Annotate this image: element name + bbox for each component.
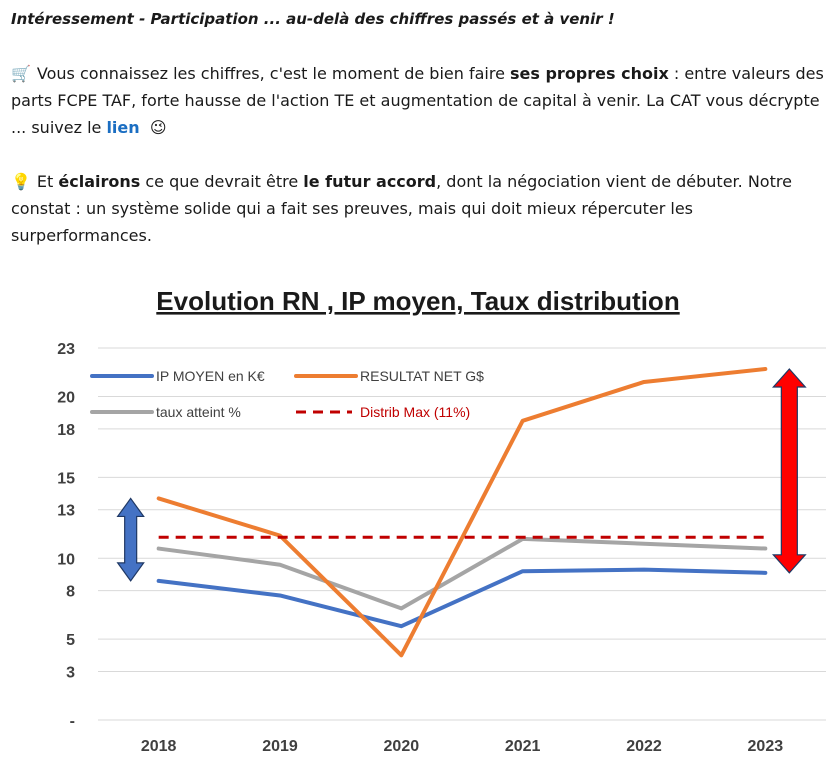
smiling-face-icon: 😉 (149, 118, 167, 137)
x-tick-label: 2023 (748, 738, 784, 755)
x-tick-label: 2022 (626, 738, 662, 755)
link[interactable]: lien (106, 118, 140, 137)
bold-text: ses propres choix (510, 64, 669, 83)
y-tick-label: 10 (57, 551, 75, 568)
paragraph-text: , dont la négociation vient de débuter. … (11, 172, 792, 245)
x-tick-label: 2018 (141, 738, 177, 755)
legend-label: Distrib Max (11%) (360, 404, 470, 420)
paragraph-text: Et (36, 172, 59, 191)
paragraph-agreement: 💡 Et éclairons ce que devrait être le fut… (11, 168, 826, 249)
legend-label: RESULTAT NET G$ (360, 368, 484, 384)
bold-text: éclairons (58, 172, 141, 191)
series-line (156, 536, 768, 611)
post-text: Intéressement - Participation ... au-del… (11, 6, 826, 276)
x-tick-label: 2019 (262, 738, 298, 755)
x-tick-label: 2021 (505, 738, 541, 755)
y-tick-label: 8 (66, 584, 75, 601)
double-arrow (771, 368, 807, 574)
series-line (156, 367, 768, 658)
legend-label: taux atteint % (156, 404, 241, 420)
bold-text: le futur accord (303, 172, 437, 191)
y-tick-label: 5 (66, 632, 75, 649)
y-tick-label: 20 (57, 390, 75, 407)
chart-title: Evolution RN , IP moyen, Taux distributi… (156, 286, 679, 316)
y-tick-label: 23 (57, 341, 75, 358)
paragraph-text: : entre valeurs des parts FCPE TAF, fort… (11, 64, 824, 137)
post-headline: Intéressement - Participation ... au-del… (11, 10, 615, 28)
paragraph-text: ce que devrait être (140, 172, 304, 191)
y-tick-label: 3 (66, 664, 75, 681)
double-arrow (116, 497, 145, 582)
paragraph-choices: 🛒 Vous connaissez les chiffres, c'est le … (11, 60, 826, 141)
legend-label: IP MOYEN en K€ (156, 368, 265, 384)
series-line (156, 567, 768, 629)
light-bulb-icon: 💡 (11, 172, 31, 191)
y-tick-label: - (70, 713, 75, 730)
chart-container: Evolution RN , IP moyen, Taux distributi… (0, 272, 830, 778)
y-tick-label: 18 (57, 422, 75, 439)
y-tick-label: 13 (57, 503, 75, 520)
shopping-cart-icon: 🛒 (11, 64, 31, 83)
paragraph-text: Vous connaissez les chiffres, c'est le m… (36, 64, 510, 83)
line-chart: Evolution RN , IP moyen, Taux distributi… (57, 286, 826, 755)
x-tick-label: 2020 (384, 738, 420, 755)
y-tick-label: 15 (57, 470, 75, 487)
